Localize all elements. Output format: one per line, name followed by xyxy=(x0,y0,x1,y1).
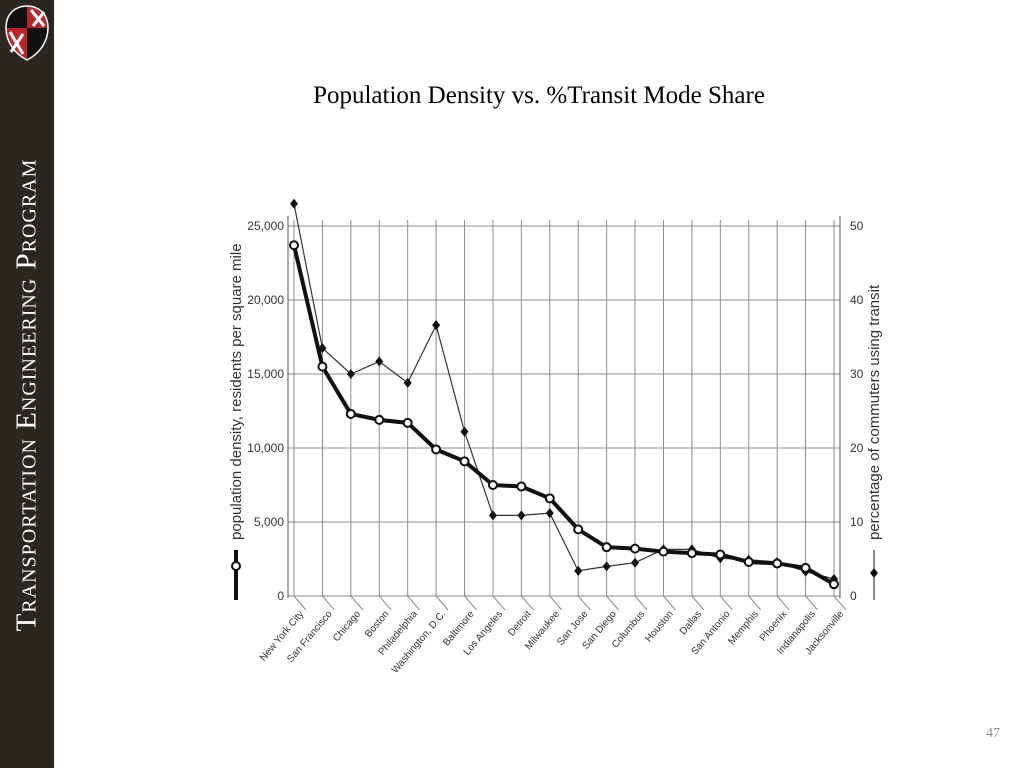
density-point xyxy=(658,546,669,557)
density-point xyxy=(516,481,527,492)
category-tick xyxy=(748,595,762,611)
y2-tick-label: 20 xyxy=(850,441,864,455)
category-label: Washington, D.C. xyxy=(390,609,449,676)
transit-point xyxy=(488,510,497,521)
transit-point xyxy=(460,426,469,437)
category-label: Boston xyxy=(363,609,391,640)
category-tick xyxy=(776,595,790,611)
y-tick-label: 10,000 xyxy=(247,441,284,455)
legend-transit-marker xyxy=(870,568,878,578)
category-tick xyxy=(378,595,392,611)
category-tick xyxy=(549,595,563,611)
y2-tick-label: 10 xyxy=(850,515,864,529)
density-point xyxy=(829,579,839,590)
category-tick xyxy=(577,595,591,611)
transit-point xyxy=(602,561,611,572)
chart: 0 5,000 10,000 15,000 20,000 25,000 0 10 20 30 40 5… xyxy=(228,198,883,676)
transit-point xyxy=(545,508,554,519)
y-tick-label: 0 xyxy=(277,589,284,603)
transit-point xyxy=(346,369,355,379)
category-tick xyxy=(606,595,620,611)
transit-point xyxy=(631,557,640,568)
page-number: 47 xyxy=(986,726,1000,741)
category-label: Memphis xyxy=(727,609,762,647)
density-point xyxy=(402,417,413,428)
transit-point xyxy=(517,510,526,521)
density-point xyxy=(544,493,555,504)
series-density-line xyxy=(292,244,835,586)
legend-density-marker xyxy=(231,561,241,571)
density-point xyxy=(487,480,498,490)
category-tick xyxy=(407,595,421,611)
density-point xyxy=(431,444,442,455)
category-tick xyxy=(520,595,534,611)
density-point xyxy=(601,542,612,553)
category-label: Detroit xyxy=(506,609,534,639)
slide-title: Population Density vs. %Transit Mode Sha… xyxy=(313,82,765,109)
sidebar-title: Transportation Engineering Program xyxy=(10,158,43,632)
category-tick xyxy=(634,595,648,611)
category-tick xyxy=(322,595,335,611)
density-point xyxy=(573,524,584,535)
y2-tick-label: 50 xyxy=(850,219,864,233)
category-tick xyxy=(350,595,364,611)
density-point xyxy=(800,562,811,573)
y2-axis-label: percentage of commuters using transit xyxy=(866,284,883,540)
grid xyxy=(288,220,847,611)
density-point xyxy=(630,543,641,554)
transit-point xyxy=(574,565,583,576)
density-point xyxy=(772,558,783,569)
density-point xyxy=(345,408,356,419)
category-label: Chicago xyxy=(331,609,363,645)
transit-point xyxy=(375,356,384,367)
maryland-flag-seal-icon xyxy=(5,5,49,61)
category-tick xyxy=(833,595,847,611)
y-tick-label: 5,000 xyxy=(254,515,284,529)
y2-tick-label: 40 xyxy=(850,293,864,307)
category-tick xyxy=(293,595,307,611)
category-tick xyxy=(435,595,449,611)
transit-point xyxy=(432,320,441,331)
category-label: Houston xyxy=(643,609,675,645)
category-tick xyxy=(663,595,676,611)
category-tick xyxy=(464,595,477,611)
density-point xyxy=(715,549,726,560)
y2-tick-label: 30 xyxy=(850,367,864,381)
density-point xyxy=(686,548,697,559)
sidebar: Transportation Engineering Program xyxy=(0,0,54,768)
category-label: Dallas xyxy=(678,609,704,637)
y-tick-label: 25,000 xyxy=(247,219,284,233)
density-point xyxy=(317,361,328,372)
series-transit-line xyxy=(293,203,835,580)
y-axis-label: population density, residents per square… xyxy=(228,243,245,540)
category-tick xyxy=(492,595,506,611)
density-point xyxy=(743,556,754,567)
category-tick xyxy=(805,595,818,611)
transit-point xyxy=(290,198,298,209)
category-tick xyxy=(719,595,733,611)
y-tick-label: 15,000 xyxy=(247,367,284,381)
y-tick-label: 20,000 xyxy=(247,293,284,307)
y2-tick-label: 0 xyxy=(850,589,857,603)
density-point xyxy=(374,414,385,425)
category-tick xyxy=(691,595,705,611)
transit-point xyxy=(403,377,412,388)
density-point xyxy=(289,240,299,251)
density-point xyxy=(459,456,470,467)
